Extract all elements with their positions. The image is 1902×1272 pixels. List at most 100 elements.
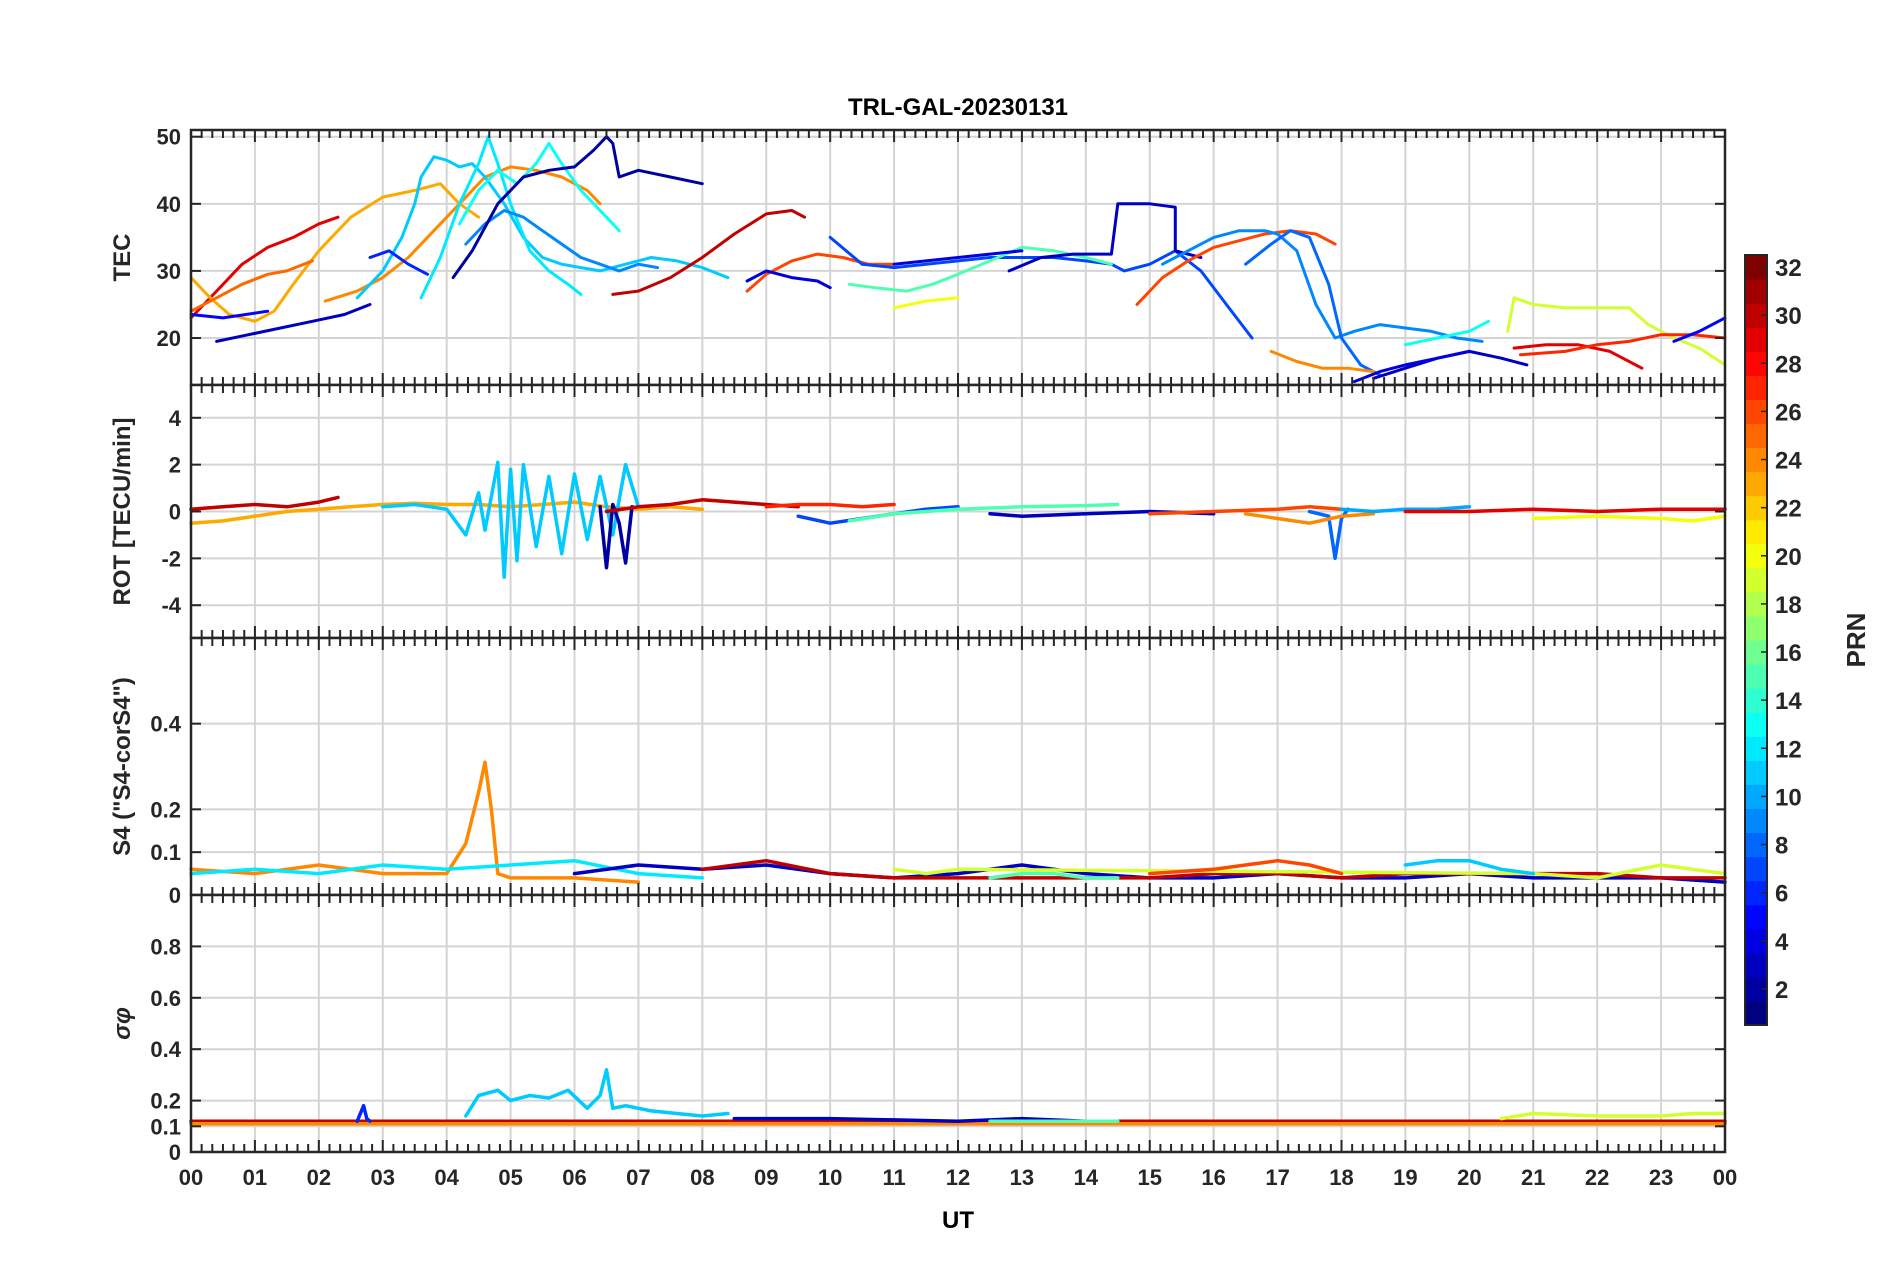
colorbar-swatch bbox=[1745, 399, 1767, 425]
y-tick-label: 0 bbox=[169, 883, 181, 908]
x-tick-label: 11 bbox=[882, 1165, 905, 1190]
colorbar-swatch bbox=[1745, 784, 1767, 810]
colorbar-swatch bbox=[1745, 591, 1767, 617]
series-line-prn-29 bbox=[1403, 507, 1727, 514]
colorbar-tick-label: 10 bbox=[1775, 784, 1802, 811]
x-tick-label: 15 bbox=[1138, 1165, 1162, 1190]
colorbar-tick-label: 18 bbox=[1775, 592, 1802, 619]
series-line-prn-27 bbox=[764, 502, 896, 509]
colorbar-swatch bbox=[1745, 664, 1767, 689]
x-axis-label: UT bbox=[942, 1207, 974, 1234]
series-line-prn-26 bbox=[1135, 229, 1337, 306]
series-line-prn-19 bbox=[1506, 296, 1727, 367]
series-line-prn-23 bbox=[189, 182, 481, 323]
x-tick-label: 16 bbox=[1201, 1165, 1225, 1190]
y-tick-label: 0.4 bbox=[150, 712, 181, 737]
colorbar-swatch bbox=[1745, 495, 1767, 521]
series-line-prn-30 bbox=[604, 498, 800, 514]
series-line-prn-10 bbox=[1339, 505, 1472, 514]
colorbar-tick-label: 28 bbox=[1775, 351, 1802, 378]
x-tick-label: 07 bbox=[626, 1165, 650, 1190]
x-tick-label: 00 bbox=[179, 1165, 203, 1190]
colorbar-swatch bbox=[1745, 760, 1767, 785]
colorbar-swatch bbox=[1745, 351, 1767, 376]
colorbar-swatch bbox=[1745, 471, 1767, 497]
series-line-prn-11 bbox=[483, 175, 730, 280]
x-tick-label: 22 bbox=[1585, 1165, 1609, 1190]
y-tick-label: 0.8 bbox=[150, 934, 181, 959]
y-tick-label: -4 bbox=[161, 593, 181, 618]
y-tick-label: 20 bbox=[157, 326, 181, 351]
x-tick-label: 10 bbox=[818, 1165, 842, 1190]
x-tick-label: 21 bbox=[1521, 1165, 1545, 1190]
series-line-prn-20 bbox=[892, 296, 960, 310]
series-line-prn-26 bbox=[1148, 505, 1344, 516]
x-tick-label: 01 bbox=[243, 1165, 267, 1190]
colorbar-swatch bbox=[1745, 928, 1767, 954]
colorbar-swatch bbox=[1745, 904, 1767, 930]
panel-sigma_phi: 00.10.2 0.4 0.6 0.8 σφ bbox=[109, 893, 1727, 1165]
series-line-prn-19 bbox=[892, 863, 1727, 880]
colorbar-frame bbox=[1744, 254, 1768, 1026]
colorbar-tick-label: 12 bbox=[1775, 736, 1802, 763]
colorbar-swatch bbox=[1745, 255, 1767, 280]
series-line-prn-5 bbox=[1672, 316, 1727, 343]
colorbar-swatch bbox=[1745, 640, 1767, 665]
series-line-prn-19 bbox=[1499, 1111, 1727, 1121]
y-axis-label: ROT [TECU/min] bbox=[109, 418, 136, 606]
colorbar-swatch bbox=[1745, 543, 1767, 569]
series-line-prn-13 bbox=[458, 141, 621, 233]
x-tick-label: 17 bbox=[1265, 1165, 1289, 1190]
x-tick-label: 08 bbox=[690, 1165, 714, 1190]
series-line-prn-11 bbox=[1403, 858, 1536, 876]
y-tick-label: 50 bbox=[157, 125, 181, 150]
x-tick-label: 04 bbox=[434, 1165, 459, 1190]
colorbar-swatch bbox=[1745, 423, 1767, 449]
y-axis-label: TEC bbox=[109, 234, 136, 282]
colorbar-swatch bbox=[1745, 880, 1767, 906]
series-line-prn-29 bbox=[1512, 343, 1644, 370]
series-line-prn-30 bbox=[611, 209, 807, 296]
panel-tec: 20 30 40 50 TEC bbox=[109, 125, 1727, 387]
series-line-prn-24 bbox=[1243, 512, 1376, 525]
series-line-prn-8 bbox=[1244, 229, 1382, 377]
series-line-prn-20 bbox=[1531, 514, 1727, 523]
y-tick-label: 0.6 bbox=[150, 986, 181, 1011]
y-tick-label: 2 bbox=[169, 453, 181, 478]
colorbar-tick-label: 24 bbox=[1775, 448, 1802, 475]
y-tick-label: 0.2 bbox=[150, 1089, 181, 1114]
series-line-prn-9 bbox=[1161, 229, 1484, 343]
x-tick-label: 09 bbox=[754, 1165, 778, 1190]
colorbar-swatch bbox=[1745, 447, 1767, 473]
colorbar-tick-label: 26 bbox=[1775, 399, 1802, 426]
series-line-prn-15 bbox=[847, 502, 1120, 523]
series-line-prn-15 bbox=[988, 871, 1120, 880]
colorbar-tick-label: 30 bbox=[1775, 303, 1802, 330]
colorbar-swatch bbox=[1745, 1000, 1767, 1026]
colorbar-swatch bbox=[1745, 327, 1767, 352]
colorbar-tick-label: 32 bbox=[1775, 255, 1802, 282]
series-line-prn-29 bbox=[189, 215, 340, 320]
x-tick-label: 20 bbox=[1457, 1165, 1481, 1190]
series-line-prn-2 bbox=[451, 135, 704, 280]
colorbar-swatch bbox=[1745, 303, 1767, 328]
series-line-prn-9 bbox=[464, 209, 660, 273]
colorbar-swatch bbox=[1745, 736, 1767, 761]
series-line-prn-5 bbox=[189, 309, 270, 320]
colorbar-tick-label: 20 bbox=[1775, 544, 1802, 571]
x-tick-label: 12 bbox=[946, 1165, 970, 1190]
x-tick-label: 06 bbox=[562, 1165, 586, 1190]
series-line-prn-25 bbox=[189, 259, 314, 313]
series-line-prn-4 bbox=[745, 269, 832, 290]
x-tick-label: 18 bbox=[1329, 1165, 1353, 1190]
colorbar-tick-label: 22 bbox=[1775, 496, 1802, 523]
y-tick-label: 0.1 bbox=[150, 1114, 181, 1139]
colorbar-tick-label: 2 bbox=[1775, 977, 1788, 1004]
y-tick-label: 40 bbox=[157, 192, 181, 217]
series-line-prn-24 bbox=[323, 165, 602, 303]
colorbar-swatch bbox=[1745, 808, 1767, 834]
colorbar-tick-label: 8 bbox=[1775, 833, 1788, 860]
